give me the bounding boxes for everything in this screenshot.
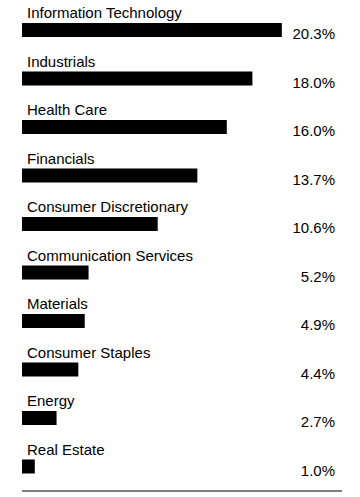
svg-text:13.7%: 13.7%	[292, 171, 335, 188]
svg-text:1.0%: 1.0%	[301, 462, 335, 479]
svg-text:16.0%: 16.0%	[292, 122, 335, 139]
svg-text:20.3%: 20.3%	[292, 25, 335, 42]
svg-text:Real Estate: Real Estate	[27, 441, 105, 458]
svg-text:Energy: Energy	[27, 392, 75, 409]
svg-text:Communication Services: Communication Services	[27, 247, 193, 264]
svg-text:Health Care: Health Care	[27, 101, 107, 118]
svg-text:Financials: Financials	[27, 150, 95, 167]
svg-text:Information Technology: Information Technology	[27, 4, 182, 21]
svg-text:5.2%: 5.2%	[301, 268, 335, 285]
svg-text:10.6%: 10.6%	[292, 219, 335, 236]
svg-text:Industrials: Industrials	[27, 53, 95, 70]
svg-text:Materials: Materials	[27, 295, 88, 312]
svg-text:Consumer Discretionary: Consumer Discretionary	[27, 198, 188, 215]
svg-text:Consumer Staples: Consumer Staples	[27, 344, 150, 361]
svg-text:2.7%: 2.7%	[301, 413, 335, 430]
svg-text:4.9%: 4.9%	[301, 316, 335, 333]
svg-text:4.4%: 4.4%	[301, 365, 335, 382]
svg-text:18.0%: 18.0%	[292, 74, 335, 91]
